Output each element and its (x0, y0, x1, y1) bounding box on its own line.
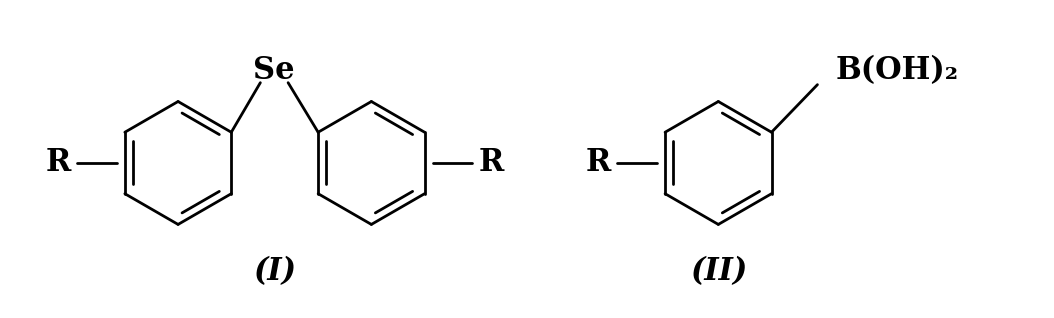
Text: B(OH)₂: B(OH)₂ (835, 55, 958, 86)
Text: (I): (I) (253, 257, 296, 287)
Text: (II): (II) (689, 257, 747, 287)
Text: R: R (586, 148, 611, 178)
Text: R: R (45, 148, 71, 178)
Text: Se: Se (253, 55, 295, 86)
Text: R: R (479, 148, 504, 178)
